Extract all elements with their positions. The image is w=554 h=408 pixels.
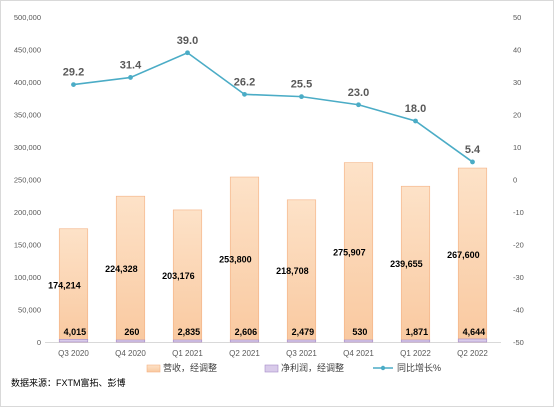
legend-revenue-swatch xyxy=(146,364,161,373)
net-profit-value-label: 260 xyxy=(124,327,139,337)
net-profit-bar xyxy=(115,339,146,343)
category-label: Q3 2021 xyxy=(286,349,317,358)
right-tick-label: 0 xyxy=(513,176,517,185)
growth-value-label: 23.0 xyxy=(348,87,369,99)
category-label: Q1 2022 xyxy=(400,349,431,358)
growth-value-label: 26.2 xyxy=(234,76,255,88)
right-tick-label: 10 xyxy=(513,143,521,152)
net-profit-value-label: 4,644 xyxy=(463,327,486,337)
revenue-bars xyxy=(58,162,488,343)
net-profit-bar xyxy=(172,339,203,343)
growth-point xyxy=(356,102,361,108)
left-tick-label: 50,000 xyxy=(18,306,41,315)
left-tick-label: 500,000 xyxy=(14,13,41,22)
revenue-bar xyxy=(457,167,488,343)
net-profit-bar xyxy=(457,338,488,343)
growth-point xyxy=(299,94,304,100)
legend-profit-swatch xyxy=(264,364,279,373)
revenue-bar xyxy=(286,199,317,343)
right-tick-label: -20 xyxy=(513,241,524,250)
category-labels: Q3 2020 Q4 2020 Q1 2021 Q2 2021 Q3 2021 Q4 20… xyxy=(58,349,488,358)
legend-profit-label: 净利润，经调整 xyxy=(281,362,344,373)
growth-point xyxy=(185,50,190,56)
growth-value-label: 29.2 xyxy=(63,67,84,79)
legend-revenue-label: 营收，经调整 xyxy=(163,362,217,373)
growth-point xyxy=(128,75,133,80)
revenue-value-label: 253,800 xyxy=(219,255,252,265)
revenue-bar xyxy=(400,185,431,343)
revenue-value-label: 224,328 xyxy=(105,264,138,274)
net-profit-value-label: 1,871 xyxy=(406,327,429,337)
category-label: Q4 2021 xyxy=(343,349,374,358)
category-label: Q4 2020 xyxy=(115,349,146,358)
growth-line-series: 29.2 31.4 39.0 26.2 25.5 23.0 18.0 5.4 xyxy=(63,35,481,165)
legend-growth-label: 同比增长% xyxy=(397,362,441,373)
right-tick-label: 30 xyxy=(513,78,521,87)
right-tick-label: 50 xyxy=(513,13,521,22)
revenue-value-label: 203,176 xyxy=(162,271,195,281)
right-tick-label: -40 xyxy=(513,306,524,315)
growth-value-label: 18.0 xyxy=(405,103,426,115)
left-tick-label: 400,000 xyxy=(14,78,41,87)
growth-point xyxy=(242,91,247,97)
net-profit-value-label: 4,015 xyxy=(64,327,87,337)
legend-growth-marker xyxy=(380,365,386,371)
right-tick-label: -30 xyxy=(513,273,524,282)
revenue-bar xyxy=(229,176,260,343)
category-label: Q3 2020 xyxy=(58,349,89,358)
revenue-value-label: 275,907 xyxy=(333,247,366,257)
net-profit-value-label: 2,479 xyxy=(292,327,315,337)
revenue-value-label: 267,600 xyxy=(447,250,480,260)
net-profit-value-label: 2,835 xyxy=(178,327,201,337)
right-tick-label: -50 xyxy=(513,338,524,347)
net-profit-bar xyxy=(58,339,89,343)
revenue-value-label: 174,214 xyxy=(48,280,81,290)
category-label: Q2 2021 xyxy=(229,349,260,358)
net-profit-bar xyxy=(400,339,431,343)
growth-point xyxy=(470,159,475,165)
net-profit-bar xyxy=(286,339,317,343)
left-tick-label: 300,000 xyxy=(14,143,41,152)
growth-line xyxy=(73,51,473,163)
category-label: Q1 2021 xyxy=(172,349,203,358)
left-tick-label: 250,000 xyxy=(14,176,41,185)
left-tick-label: 100,000 xyxy=(14,273,41,282)
left-tick-label: 150,000 xyxy=(14,241,41,250)
net-profit-value-label: 2,606 xyxy=(235,327,258,337)
left-tick-label: 0 xyxy=(37,338,41,347)
revenue-bar xyxy=(343,162,374,343)
right-axis: -50 -40 -30 -20 -10 0 10 20 30 40 50 xyxy=(513,13,524,347)
left-tick-label: 450,000 xyxy=(14,46,41,55)
right-tick-label: 20 xyxy=(513,111,521,120)
growth-point xyxy=(413,118,418,124)
net-profit-value-label: 530 xyxy=(352,327,367,337)
left-tick-label: 350,000 xyxy=(14,111,41,120)
category-label: Q2 2022 xyxy=(457,349,488,358)
net-profit-bar xyxy=(343,339,374,343)
revenue-bar xyxy=(115,195,146,343)
right-tick-label: -10 xyxy=(513,208,524,217)
growth-value-label: 5.4 xyxy=(465,144,481,156)
legend: 营收，经调整 净利润，经调整 同比增长% xyxy=(146,362,441,373)
growth-value-label: 25.5 xyxy=(291,79,312,91)
left-axis: 0 50,000 100,000 150,000 200,000 250,000 300,0… xyxy=(14,13,41,347)
revenue-value-label: 218,708 xyxy=(276,266,309,276)
net-profit-bar xyxy=(229,339,260,343)
growth-value-label: 39.0 xyxy=(177,35,198,47)
right-tick-label: 40 xyxy=(513,46,521,55)
revenue-value-label: 239,655 xyxy=(390,259,423,269)
growth-point xyxy=(71,82,76,87)
net-profit-bars xyxy=(58,338,488,343)
source-note: 数据来源：FXTM富拓、彭博 xyxy=(11,377,126,388)
bar-value-labels: 174,214 4,015 224,328 260 203,176 2,835 253,80… xyxy=(48,247,485,337)
left-tick-label: 200,000 xyxy=(14,208,41,217)
growth-value-label: 31.4 xyxy=(120,59,142,71)
